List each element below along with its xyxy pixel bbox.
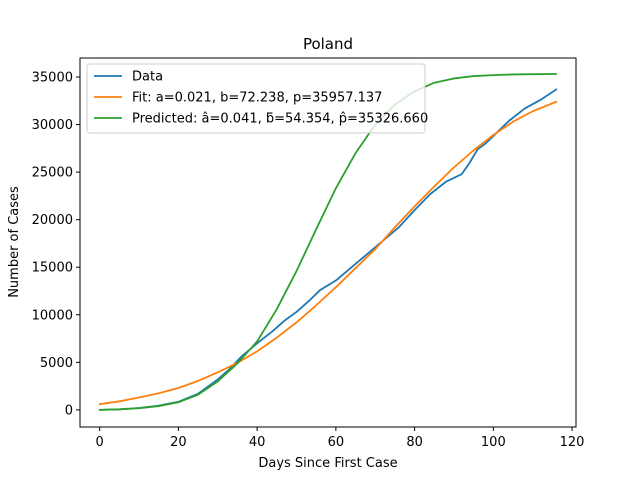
y-tick-label: 25000 bbox=[32, 166, 73, 181]
y-tick-label: 15000 bbox=[32, 261, 73, 276]
x-axis-ticks: 0 20 40 60 80 100 120 bbox=[96, 427, 585, 450]
x-tick-label: 0 bbox=[96, 435, 104, 450]
legend-label-0: Data bbox=[132, 70, 163, 85]
x-tick-label: 60 bbox=[328, 435, 345, 450]
y-tick-label: 35000 bbox=[32, 71, 73, 86]
y-tick-label: 20000 bbox=[32, 213, 73, 228]
y-tick-label: 5000 bbox=[40, 356, 73, 371]
legend-label-2: Predicted: â=0.041, ƃ=54.354, p̂=35326.6… bbox=[132, 112, 428, 127]
legend: Data Fit: a=0.021, b=72.238, p=35957.137 P… bbox=[86, 63, 428, 134]
series-line-2 bbox=[98, 73, 558, 411]
x-tick-label: 120 bbox=[560, 435, 585, 450]
x-tick-label: 100 bbox=[481, 435, 506, 450]
y-tick-label: 0 bbox=[65, 403, 73, 418]
y-tick-label: 10000 bbox=[32, 308, 73, 323]
x-tick-label: 80 bbox=[406, 435, 423, 450]
series-line-0 bbox=[98, 88, 558, 411]
legend-box bbox=[86, 63, 426, 134]
legend-label-1: Fit: a=0.021, b=72.238, p=35957.137 bbox=[132, 91, 382, 106]
x-tick-label: 40 bbox=[249, 435, 266, 450]
y-tick-label: 30000 bbox=[32, 118, 73, 133]
y-axis-label: Number of Cases bbox=[7, 186, 22, 298]
plot-area-frame bbox=[79, 57, 577, 428]
plot-lines bbox=[98, 73, 558, 411]
x-axis-label: Days Since First Case bbox=[258, 456, 397, 471]
chart-title: Poland bbox=[303, 35, 353, 53]
y-axis-ticks: 0 5000 10000 15000 20000 25000 30000 35000 bbox=[32, 71, 80, 418]
series-line-1 bbox=[98, 100, 558, 406]
x-tick-label: 20 bbox=[170, 435, 187, 450]
